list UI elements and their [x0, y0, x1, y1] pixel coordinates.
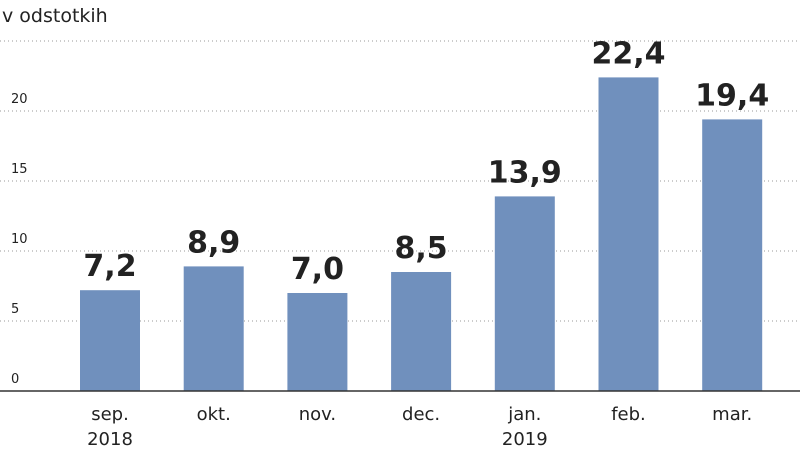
x-tick-label: okt.	[197, 404, 231, 425]
x-tick-label: dec.	[402, 404, 440, 425]
bar	[598, 77, 659, 392]
x-tick-year-label: 2019	[502, 429, 548, 450]
x-tick-label: jan.	[507, 404, 541, 425]
data-label: 13,9	[488, 155, 562, 190]
data-label: 8,9	[187, 225, 240, 260]
x-tick-label: mar.	[712, 404, 752, 425]
bars	[80, 77, 763, 392]
bar	[80, 290, 140, 391]
x-tick-label: nov.	[299, 404, 336, 425]
bar	[494, 196, 555, 391]
x-tick-label: sep.	[91, 404, 129, 425]
bar	[391, 272, 452, 391]
y-tick-label: 20	[11, 92, 28, 107]
bar	[287, 293, 348, 391]
data-label: 7,2	[83, 249, 136, 284]
value-labels: 7,2 8,9 7,0 8,5 13,9 22,4 19,4	[83, 36, 769, 287]
data-label: 19,4	[695, 78, 769, 113]
y-tick-label: 10	[11, 232, 28, 247]
y-tick-label: 5	[11, 302, 19, 317]
data-label: 7,0	[291, 252, 344, 287]
bar	[183, 266, 244, 391]
bar	[702, 119, 763, 392]
y-axis-ticks: 0 5 10 15 20	[11, 92, 28, 387]
x-tick-year-label: 2018	[87, 429, 133, 450]
y-tick-label: 0	[11, 372, 19, 387]
data-label: 22,4	[591, 36, 665, 71]
x-tick-label: feb.	[611, 404, 646, 425]
unit-label: v odstotkih	[2, 5, 108, 27]
x-axis-categories: sep. 2018 okt. nov. dec. jan. 2019 feb. mar.	[87, 404, 752, 450]
y-tick-label: 15	[11, 162, 28, 177]
data-label: 8,5	[395, 231, 448, 266]
